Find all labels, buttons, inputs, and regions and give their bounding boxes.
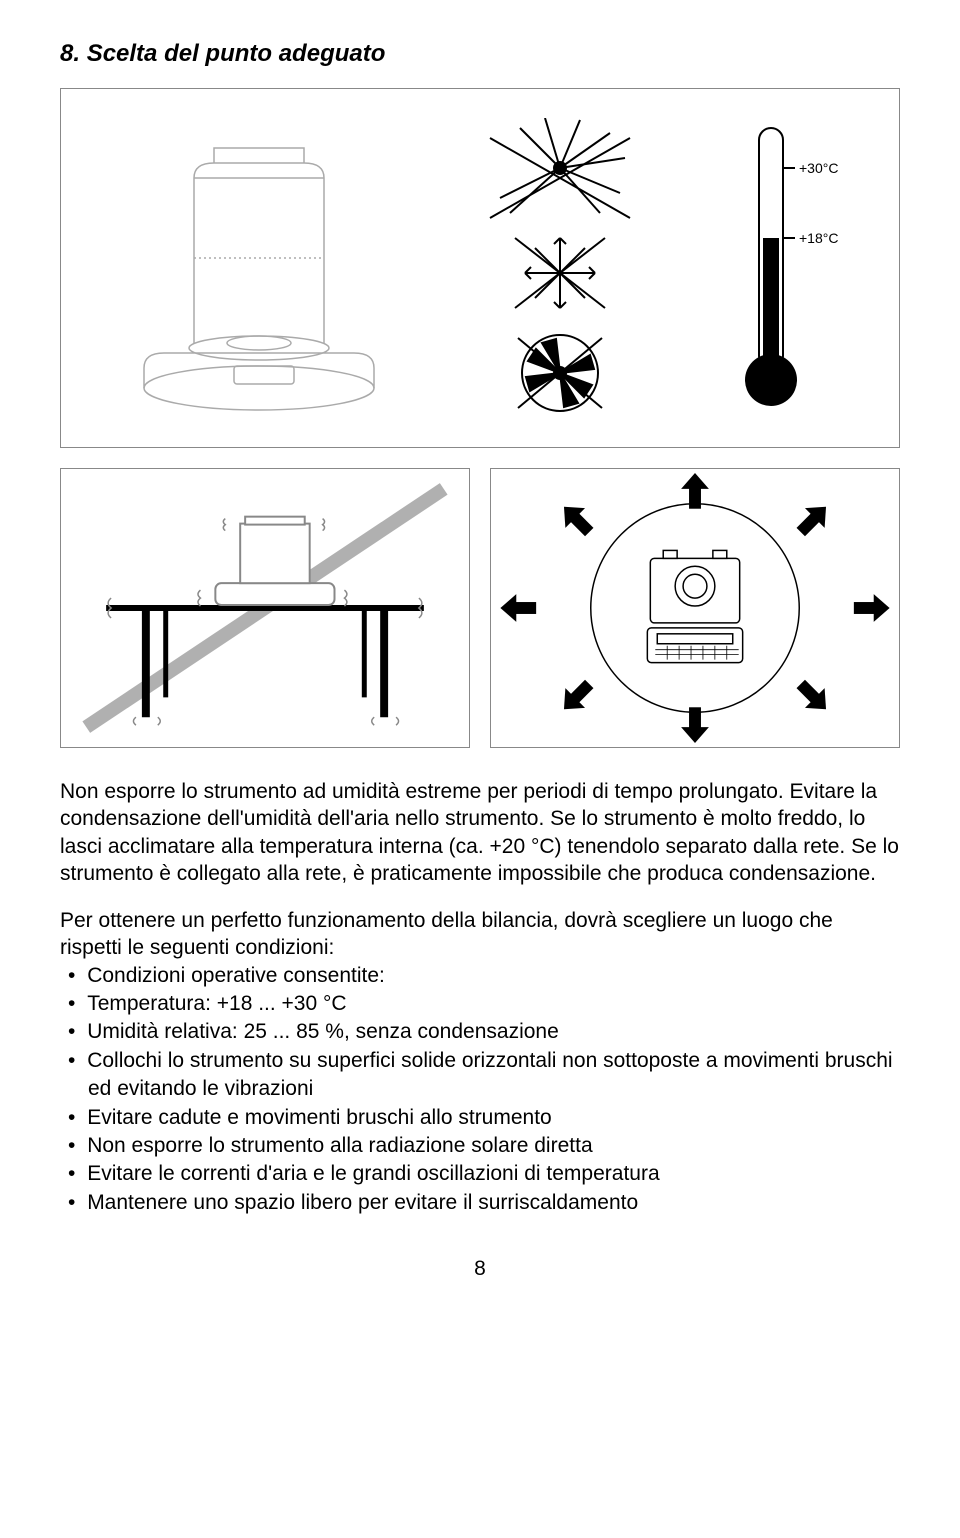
thermometer-high-label: +30°C <box>799 160 838 176</box>
balance-scale-icon <box>119 118 399 418</box>
thermometer-icon: +30°C +18°C <box>721 118 841 418</box>
list-item: Evitare le correnti d'aria e le grandi o… <box>88 1160 900 1188</box>
figure-clearance <box>490 468 900 748</box>
conditions-list: Condizioni operative consentite: Tempera… <box>60 962 900 1217</box>
paragraph-humidity: Non esporre lo strumento ad umidità estr… <box>60 778 900 887</box>
snowflake-icon <box>515 238 605 308</box>
list-item: Umidità relativa: 25 ... 85 %, senza con… <box>88 1018 900 1046</box>
conditions-intro: Per ottenere un perfetto funzionamento d… <box>60 907 900 962</box>
list-item: Condizioni operative consentite: <box>88 962 900 990</box>
figure-row <box>60 468 900 748</box>
list-item: Mantenere uno spazio libero per evitare … <box>88 1189 900 1217</box>
sun-icon <box>490 118 630 218</box>
thermometer-low-label: +18°C <box>799 230 838 246</box>
list-item: Evitare cadute e movimenti bruschi allo … <box>88 1104 900 1132</box>
list-item: Temperatura: +18 ... +30 °C <box>88 990 900 1018</box>
section-title: 8. Scelta del punto adeguato <box>60 40 900 68</box>
hazard-icons <box>475 118 645 418</box>
page-number: 8 <box>60 1257 900 1281</box>
section-title-text: Scelta del punto adeguato <box>87 40 386 67</box>
fan-icon <box>518 335 602 411</box>
figure-environment: +30°C +18°C <box>60 88 900 448</box>
section-number: 8. <box>60 40 80 67</box>
list-item: Non esporre lo strumento alla radiazione… <box>88 1132 900 1160</box>
figure-unstable-table <box>60 468 470 748</box>
list-item: Collochi lo strumento su superfici solid… <box>88 1047 900 1104</box>
